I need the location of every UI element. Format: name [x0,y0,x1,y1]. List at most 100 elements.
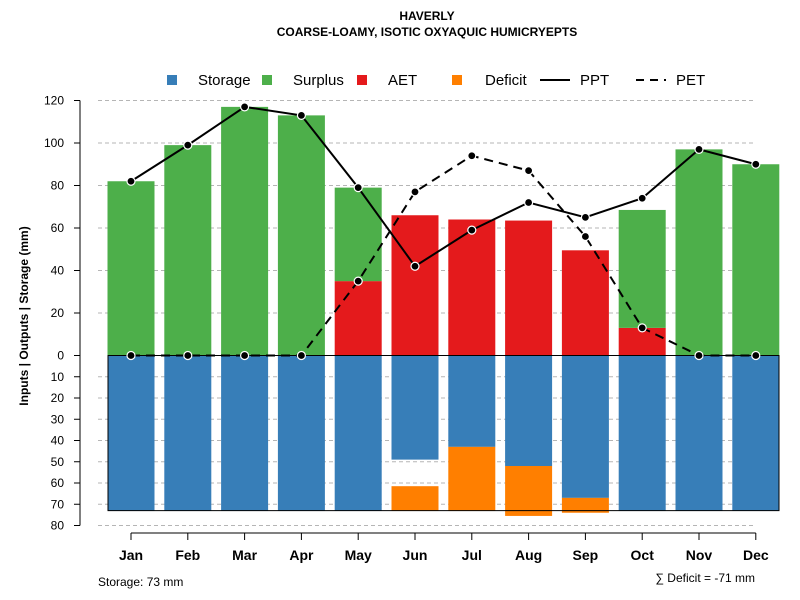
x-tick-label-jan: Jan [119,547,143,563]
bar-surplus-feb [164,145,212,356]
ppt-point-nov [694,144,704,154]
legend-aet-swatch [357,75,367,85]
bar-surplus-oct [618,209,666,328]
pet-point-apr [296,350,306,361]
chart-subtitle: COARSE-LOAMY, ISOTIC OXYAQUIC HUMICRYEPT… [277,25,577,39]
ppt-point-aug [523,197,534,208]
ppt-point-feb [183,140,193,150]
y-tick-label: 20 [51,306,65,320]
y-tick-label: 30 [51,412,65,426]
pet-point-jul [467,151,477,161]
chart-title: HAVERLY [399,9,454,23]
bars [107,106,780,516]
x-tick-label-mar: Mar [232,547,257,563]
legend-deficit-swatch [452,75,462,85]
ppt-point-jul [467,225,477,235]
bar-storage-oct [618,355,666,511]
y-axis-title: Inputs | Outputs | Storage (mm) [17,226,31,405]
bar-storage-nov [675,355,723,511]
bar-storage-aug [505,355,553,466]
bar-deficit-aug [505,466,553,516]
x-tick-label-feb: Feb [175,547,200,563]
legend-aet-label: AET [388,72,417,89]
ppt-point-sep [580,212,591,222]
ppt-point-jun [410,261,420,271]
legend-pet-label: PET [676,72,705,89]
x-tick-label-aug: Aug [515,547,542,563]
legend-deficit-label: Deficit [485,72,528,89]
x-tick-label-dec: Dec [743,547,769,563]
pet-point-dec [751,350,761,361]
pet-point-sep [580,231,591,242]
pet-point-jan [126,350,136,361]
bar-storage-apr [277,355,325,511]
bar-storage-dec [732,355,780,511]
bar-storage-may [334,355,382,511]
ppt-point-dec [751,159,761,169]
ppt-point-jan [126,176,136,186]
bar-deficit-jul [448,446,496,511]
ppt-point-mar [240,102,250,112]
bar-aet-may [334,281,382,356]
y-tick-label: 50 [51,455,65,469]
bar-surplus-nov [675,149,723,356]
pet-point-nov [694,350,704,361]
bar-surplus-dec [732,164,780,356]
bar-surplus-apr [277,115,325,356]
y-tick-label: 60 [51,476,65,490]
ppt-line [130,105,757,268]
legend-storage-label: Storage [198,72,251,89]
bar-storage-jul [448,355,496,447]
pet-point-aug [523,166,534,176]
deficit-sum-note: ∑ Deficit = -71 mm [655,571,755,585]
pet-point-feb [183,350,193,361]
bar-storage-jun [391,355,439,460]
bar-aet-aug [505,220,553,356]
y-tick-label: 120 [44,94,64,108]
y-tick-label: 80 [51,179,65,193]
storage-note: Storage: 73 mm [98,575,183,589]
legend-surplus-label: Surplus [293,72,344,89]
bar-surplus-may [334,187,382,282]
x-tick-label-may: May [345,547,372,563]
pet-point-mar [240,350,250,361]
bar-storage-mar [221,355,269,511]
pet-point-oct [637,323,647,333]
bar-storage-sep [561,355,609,498]
storage-capacity-frame [107,355,780,512]
ppt-point-oct [637,193,647,203]
bar-deficit-sep [561,497,609,513]
y-tick-label: 20 [51,391,65,405]
bar-aet-jul [448,219,496,356]
y-axis: 0 20 40 60 80 100 120 10 20 30 40 50 60 70 80 [44,94,81,533]
x-tick-label-jun: Jun [403,547,428,563]
y-tick-label: 80 [51,519,65,533]
y-tick-label: 100 [44,136,64,150]
y-tick-label: 60 [51,221,65,235]
bar-storage-feb [164,355,212,511]
ppt-point-may [353,183,363,193]
bar-storage-jan [107,355,155,511]
y-tick-label: 40 [51,434,65,448]
x-tick-label-sep: Sep [573,547,599,563]
bar-surplus-mar [221,106,269,356]
bar-deficit-jun [391,486,439,511]
bar-aet-sep [561,250,609,356]
y-tick-label: 40 [51,264,65,278]
x-tick-label-apr: Apr [289,547,314,563]
legend-ppt-label: PPT [580,72,609,89]
bar-aet-jun [391,215,439,356]
legend-surplus-swatch [262,75,272,85]
x-axis: Jan Feb Mar Apr May Jun Jul Aug Sep Oct Nov Dec [119,532,769,563]
y-tick-label: 10 [51,370,65,384]
legend: Storage Surplus AET Deficit PPT PET [167,72,705,89]
pet-point-may [353,276,363,286]
x-tick-label-jul: Jul [462,547,482,563]
y-tick-label: 0 [57,349,64,363]
bar-surplus-jan [107,181,155,356]
ppt-point-apr [296,110,306,120]
x-tick-label-nov: Nov [686,547,713,563]
bar-aet-oct [618,327,666,356]
x-tick-label-oct: Oct [631,547,655,563]
